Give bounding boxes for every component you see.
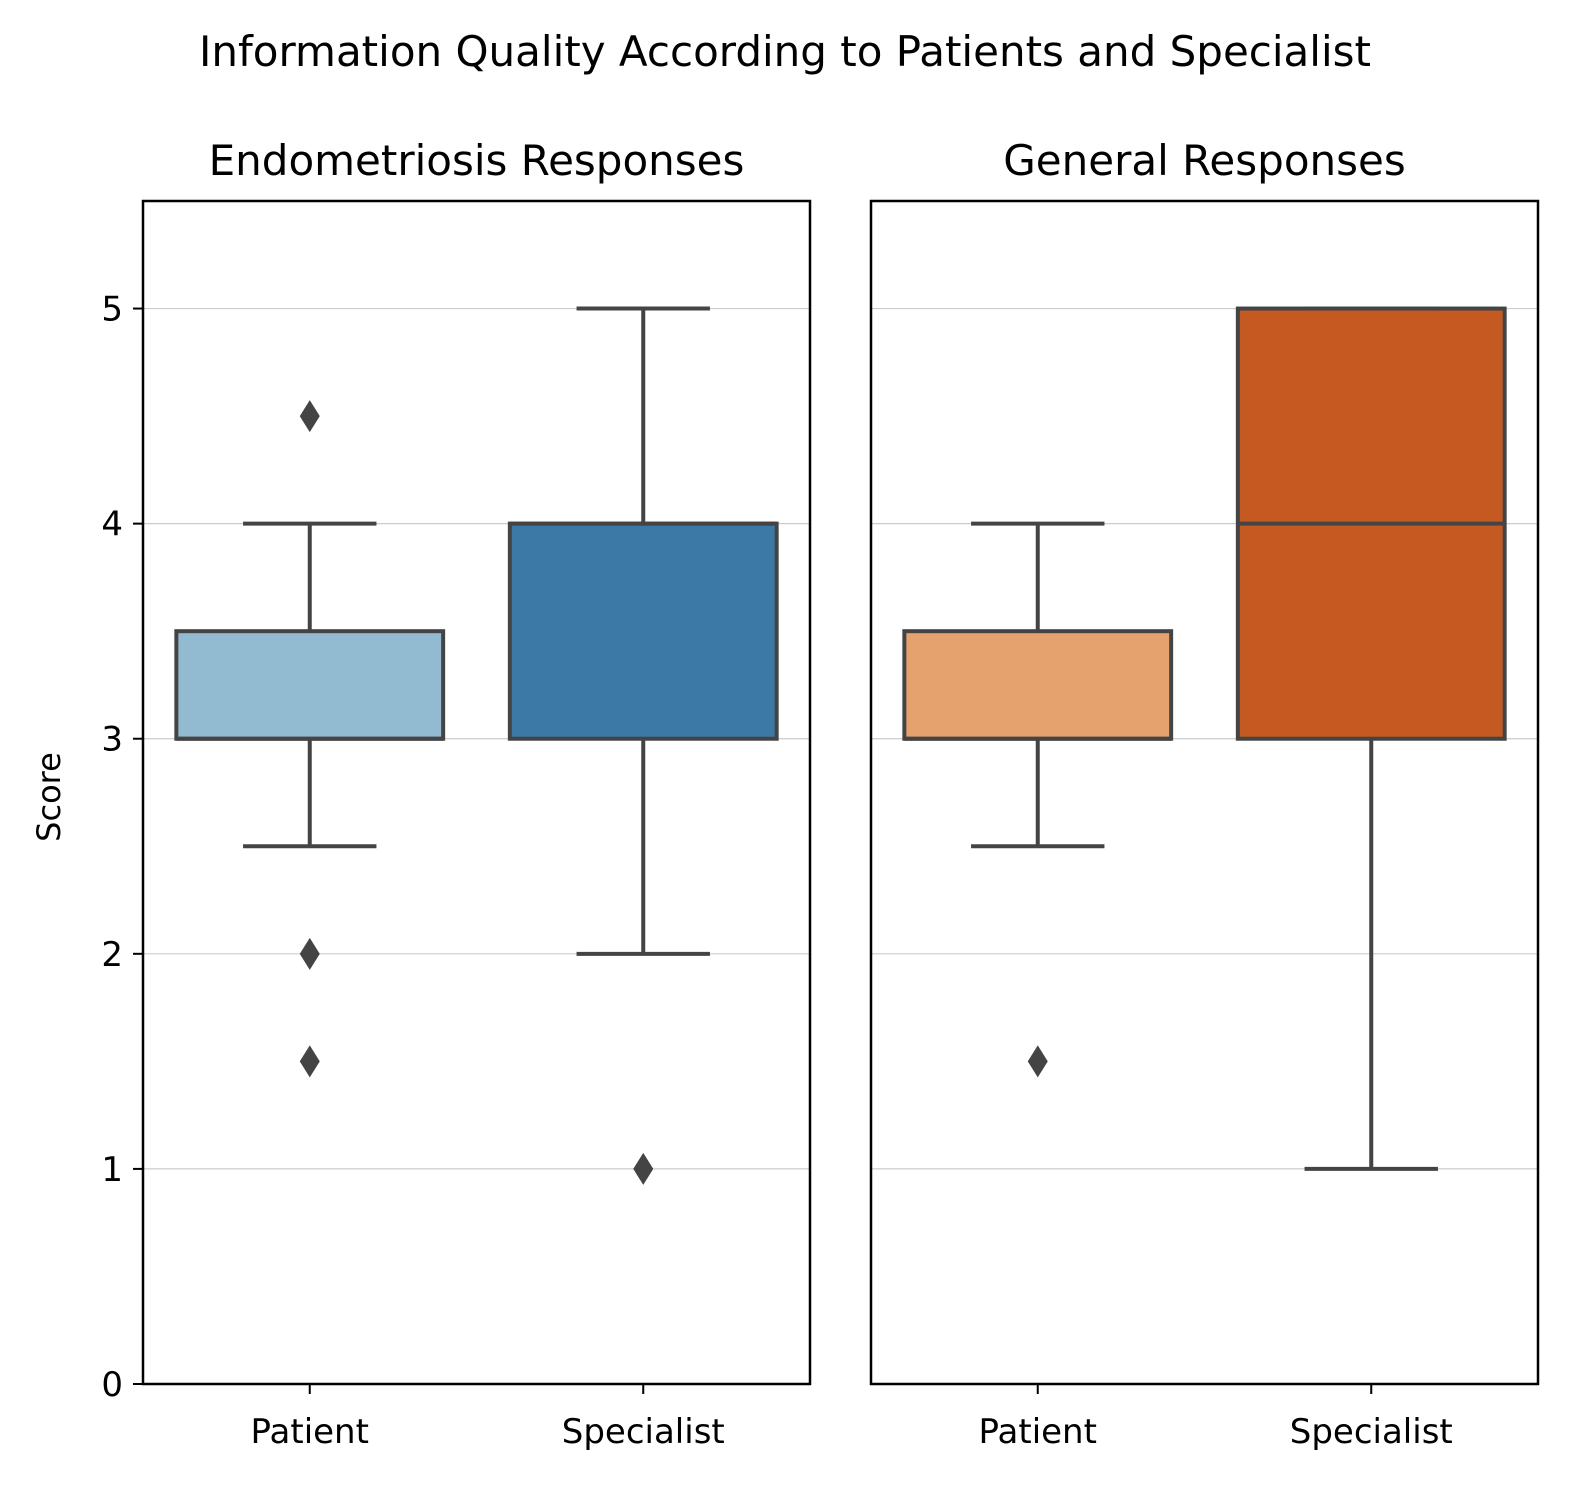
y-tick-label: 1 <box>101 1150 123 1190</box>
box-specialist <box>507 306 779 1185</box>
x-tick-label: Patient <box>979 1412 1097 1452</box>
outlier-point <box>299 400 320 433</box>
panel-title: General Responses <box>1003 136 1405 185</box>
y-tick-label: 2 <box>101 935 123 975</box>
panel-2: General Responses Patient Specialist <box>869 136 1540 1452</box>
x-tick-label: Patient <box>251 1412 369 1452</box>
y-tick-label: 4 <box>101 505 123 545</box>
box-body <box>902 629 1174 741</box>
x-tick-label: Specialist <box>562 1412 725 1452</box>
box-body <box>174 629 446 741</box>
y-tick-label: 3 <box>101 720 123 760</box>
outlier-point <box>299 937 320 970</box>
axes-frame <box>141 199 812 1386</box>
box-patient <box>174 400 446 1078</box>
outlier-point <box>1027 1045 1048 1078</box>
y-tick-label: 0 <box>101 1365 123 1405</box>
x-tick-label: Specialist <box>1290 1412 1453 1452</box>
box-patient <box>902 521 1174 1078</box>
y-tick-label: 5 <box>101 290 123 330</box>
chart-panels: Endometriosis Responses Patient Specialist… <box>101 136 1540 1452</box>
figure-title: Information Quality According to Patient… <box>199 27 1371 76</box>
outlier-point <box>299 1045 320 1078</box>
box-specialist <box>1235 306 1507 1171</box>
axes-frame <box>869 199 1540 1386</box>
box-body <box>507 521 779 741</box>
panel-title: Endometriosis Responses <box>209 136 745 185</box>
outlier-point <box>633 1152 654 1185</box>
panel-1: Endometriosis Responses Patient Specialist… <box>101 136 812 1452</box>
y-axis-label: Score <box>30 752 68 842</box>
